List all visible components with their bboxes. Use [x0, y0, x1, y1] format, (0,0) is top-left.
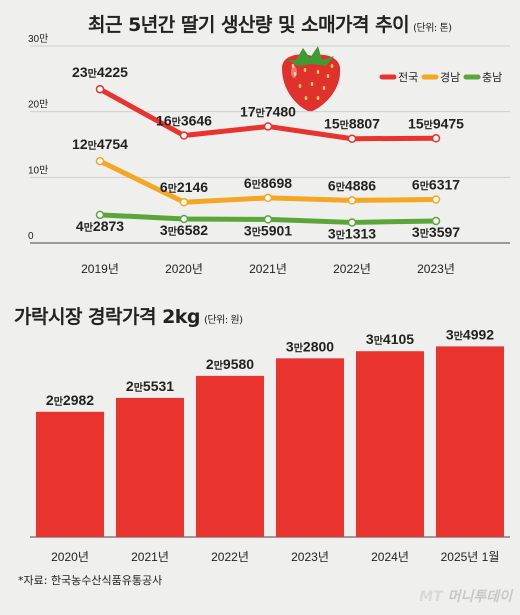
strawberry-seed	[298, 84, 302, 88]
data-label: 3만6582	[160, 222, 208, 238]
bar	[276, 358, 344, 537]
strawberry-seed	[316, 96, 320, 100]
data-label: 4만2873	[76, 218, 124, 234]
publisher-credit: MT 머니투데이	[419, 586, 512, 606]
data-point	[431, 195, 441, 204]
data-label: 3만1313	[328, 225, 376, 241]
data-label: 3만5901	[244, 222, 292, 238]
y-tick-label: 10만	[28, 164, 48, 176]
strawberry-leaves	[288, 46, 334, 66]
legend-label: 경남	[440, 71, 460, 84]
y-tick-label: 20만	[28, 99, 48, 111]
bar-value-label: 2만2982	[46, 392, 94, 408]
strawberry-icon	[282, 46, 341, 112]
line-chart-title-text: 최근 5년간 딸기 생산량 및 소매가격 추이	[88, 14, 410, 36]
strawberry-seed	[326, 74, 330, 78]
data-label: 6만6317	[412, 176, 460, 192]
bar	[436, 346, 504, 537]
strawberry-seed	[293, 72, 297, 76]
data-point	[263, 122, 273, 131]
bar-category-label: 2023년	[291, 550, 329, 564]
strawberry-seed	[330, 64, 334, 68]
data-label: 6만2146	[160, 179, 208, 195]
line-chart: 0 10만 20만 30만 2019년 2020년 2021년 2022년 2023년 23만42…	[28, 33, 510, 276]
y-tick-label: 30만	[28, 33, 48, 45]
line-chart-legend: 전국 경남 충남	[379, 71, 502, 84]
x-tick-label: 2023년	[417, 262, 455, 276]
bar-chart: 2만2982 2020년 2만5531 2021년 2만9580 2022년 3만2800 2…	[30, 326, 510, 564]
data-point	[179, 131, 189, 140]
strawberry-seed	[322, 86, 326, 90]
bar-value-label: 2만5531	[126, 378, 174, 394]
publisher-name: 머니투데이	[447, 589, 512, 605]
bar	[116, 397, 184, 537]
bar-category-label: 2020년	[51, 550, 89, 564]
publisher-mt: MT	[419, 589, 443, 605]
strawberry-seed	[316, 70, 320, 74]
legend-label: 충남	[482, 71, 502, 84]
source-note: *자료: 한국농수산식품유통공사	[18, 574, 163, 587]
data-label: 15만9475	[408, 115, 464, 131]
data-point	[347, 134, 357, 143]
bar-category-label: 2025년 1월	[441, 550, 500, 564]
data-label: 3만3597	[412, 224, 460, 240]
data-point	[179, 214, 189, 224]
bar-chart-title-text: 가락시장 경락가격 2kg	[14, 306, 201, 328]
bar-value-label: 2만9580	[206, 356, 254, 372]
x-tick-label: 2022년	[333, 262, 371, 276]
x-tick-label: 2020년	[165, 262, 203, 276]
bar-category-label: 2024년	[371, 550, 409, 564]
data-point	[431, 216, 441, 226]
strawberry-seed	[303, 68, 307, 72]
data-label: 15만8807	[324, 116, 380, 132]
data-point	[95, 156, 105, 166]
strawberry-seed	[291, 64, 295, 68]
data-label: 6만4886	[328, 177, 376, 193]
bar-category-label: 2021년	[131, 550, 169, 564]
data-point	[347, 218, 357, 227]
data-label: 17만7480	[240, 103, 296, 119]
bar	[36, 411, 104, 537]
data-point	[95, 84, 105, 94]
data-label: 23만4225	[72, 64, 128, 80]
strawberry-seed	[304, 96, 308, 100]
data-label: 16만3646	[156, 113, 212, 129]
y-tick-label: 0	[28, 231, 34, 242]
x-tick-label: 2019년	[81, 262, 119, 276]
bar-chart-title: 가락시장 경락가격 2kg (단위: 원)	[14, 302, 243, 329]
bar-chart-unit: (단위: 원)	[204, 315, 243, 326]
bar-value-label: 3만4992	[446, 326, 494, 342]
data-point	[95, 210, 105, 220]
strawberry-seed	[310, 82, 314, 86]
legend-label: 전국	[398, 71, 418, 84]
bar-value-label: 3만4105	[366, 331, 414, 347]
strawberry-highlight	[291, 66, 297, 78]
data-point	[179, 197, 189, 207]
line-chart-unit: (단위: 톤)	[413, 23, 452, 34]
line-chart-title: 최근 5년간 딸기 생산량 및 소매가격 추이 (단위: 톤)	[88, 10, 452, 37]
data-point	[263, 215, 273, 224]
data-point	[347, 196, 357, 205]
bar	[196, 375, 264, 537]
bar-category-label: 2022년	[211, 550, 249, 564]
bar	[356, 351, 424, 537]
data-label: 12만4754	[72, 136, 128, 152]
x-tick-label: 2021년	[249, 262, 287, 276]
data-point	[431, 134, 441, 143]
data-point	[263, 193, 273, 203]
data-label: 6만8698	[244, 175, 292, 191]
bar-value-label: 3만2800	[286, 338, 334, 354]
